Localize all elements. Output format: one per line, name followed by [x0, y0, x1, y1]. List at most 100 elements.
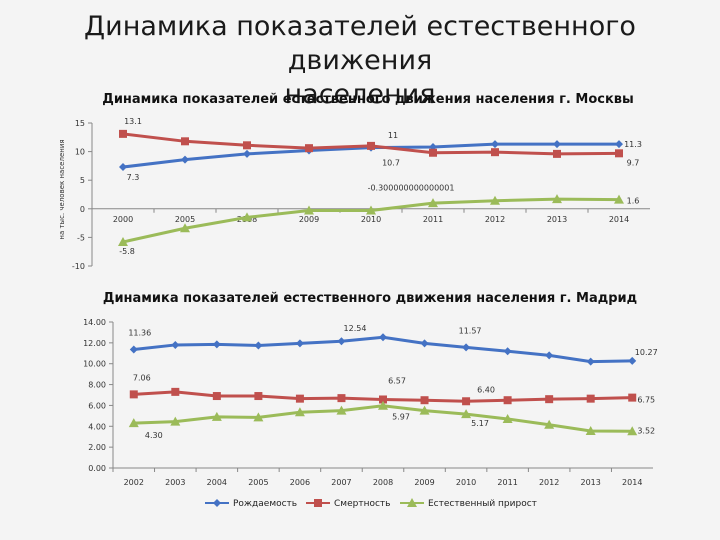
chart-2-y-tick-label: 6.00 [88, 401, 106, 410]
chart-2-series-births-point [420, 339, 429, 348]
chart-1-y-tick-label: 15 [75, 119, 85, 128]
chart-1-series-growth-point [118, 236, 128, 246]
chart-1-series-deaths-point [119, 129, 127, 138]
chart-2-series-deaths-point [379, 395, 387, 404]
chart-2-y-tick-label: 8.00 [88, 381, 106, 390]
chart-1-x-tick-label: 2013 [547, 215, 567, 224]
chart-2-x-tick-label: 2003 [165, 478, 185, 487]
chart-2-y-tick-label: 2.00 [88, 443, 106, 452]
chart-1-y-tick-label: 5 [80, 176, 85, 185]
chart-1-y-tick-label: 10 [75, 148, 85, 157]
legend-growth-marker [407, 498, 417, 507]
chart-1-series-births-point [243, 149, 251, 158]
chart-1-series-births-point [553, 140, 561, 149]
chart-2-x-tick-label: 2014 [622, 478, 642, 487]
chart-2-series-deaths-point [462, 397, 471, 406]
chart-2-series-growth-point [378, 400, 388, 410]
chart-2-x-tick-label: 2009 [414, 478, 434, 487]
chart-2-series-births-point [129, 345, 138, 354]
chart-2-series-births-point [379, 333, 387, 342]
chart-1-data-label: 1.6 [627, 197, 640, 206]
chart-2-series-growth-point [419, 405, 430, 415]
chart-1-series-growth-point [614, 194, 624, 204]
chart-1-x-tick-label: 2009 [299, 215, 319, 224]
chart-1-series-deaths-point [181, 137, 189, 146]
legend-births-label: Рождаемость [233, 499, 297, 509]
chart-2-data-label: 5.17 [471, 419, 489, 428]
chart-1-data-label: -5.8 [119, 247, 135, 256]
chart-2-series-deaths-point [171, 387, 180, 396]
chart-2-series-births-point [254, 341, 263, 350]
chart-2-x-tick-label: 2011 [497, 478, 517, 487]
chart-2-y-tick-label: 12.00 [83, 339, 106, 348]
chart-1-data-label: 10.7 [382, 159, 400, 168]
chart-2-series-births-point [212, 340, 221, 349]
chart-2-series-growth-point [294, 407, 305, 417]
chart-2-data-label: 12.54 [344, 324, 367, 333]
chart-2-series-growth-point [544, 419, 555, 429]
chart-1-series-births-point [615, 140, 623, 149]
chart-1-series-births-point [119, 163, 127, 172]
chart-1-x-tick-label: 2000 [113, 215, 133, 224]
chart-2-data-label: 7.06 [133, 373, 151, 382]
chart-1-data-label: 11.3 [624, 140, 642, 149]
chart-2-series-deaths-point [420, 396, 429, 405]
chart-1-series-growth-point [552, 194, 562, 204]
chart-2-y-tick-label: 0.00 [88, 464, 106, 473]
legend-growth-label: Естественный прирост [428, 499, 537, 509]
chart-1-series-deaths-point [615, 149, 623, 158]
slide-title-line-1: Динамика показателей естественного движе… [84, 11, 636, 76]
chart-2-series-births-point [628, 356, 637, 365]
chart-2-series-growth-point [502, 413, 513, 423]
chart-2-series-births-point [545, 351, 554, 360]
chart-2-x-tick-label: 2005 [248, 478, 268, 487]
chart-2-series-growth-point [627, 426, 638, 436]
chart-2-series-deaths-point [129, 390, 138, 399]
chart-2-series-growth-point [336, 405, 347, 415]
chart-2-data-label: 6.40 [477, 385, 495, 394]
chart-1-series-growth-point [242, 212, 252, 222]
chart-1-y-tick-label: -5 [77, 233, 85, 242]
chart-2-x-tick-label: 2007 [331, 478, 351, 487]
chart-1-series-deaths-point [305, 144, 313, 153]
chart-2-series-births-point [295, 339, 304, 348]
chart-1-x-tick-label: 2010 [361, 215, 381, 224]
chart-2-series-deaths-point [212, 392, 221, 401]
chart-2-series-growth-point [211, 411, 222, 421]
chart-1-data-label: 13.1 [124, 117, 142, 126]
chart-2-series-growth-point [585, 425, 596, 435]
chart-1-y-axis-label: на тыс. человек населения [58, 139, 66, 239]
chart-1-series-deaths-point [367, 141, 375, 150]
chart-1-x-tick-label: 2014 [609, 215, 629, 224]
chart-2-title: Динамика показателей естественного движе… [103, 291, 637, 306]
chart-2-series-births-point [503, 347, 512, 356]
chart-1-data-label: 7.3 [127, 173, 140, 182]
chart-2-series-growth-point [253, 412, 264, 422]
chart-2-series-deaths-point [295, 394, 304, 403]
chart-2-x-tick-label: 2006 [290, 478, 310, 487]
chart-1-series-growth-point [304, 205, 314, 215]
slide-title-line-2: населения [284, 79, 436, 110]
chart-1-series-growth-point [428, 198, 438, 208]
chart-1-series-deaths-point [553, 149, 561, 158]
chart-2-y-tick-label: 4.00 [88, 422, 106, 431]
chart-2-x-tick-label: 2002 [124, 478, 144, 487]
chart-2-series-growth-point [128, 418, 139, 428]
chart-2-series-deaths-point [545, 395, 554, 404]
chart-1-series-births-point [181, 155, 189, 164]
chart-1-x-tick-label: 2012 [485, 215, 505, 224]
chart-2-series-births-point [171, 340, 180, 349]
chart-2-x-tick-label: 2008 [373, 478, 393, 487]
legend-births-marker [213, 499, 221, 507]
chart-2-y-tick-label: 10.00 [83, 360, 106, 369]
chart-1-series-deaths-point [243, 141, 251, 150]
legend-deaths-label: Смертность [334, 499, 390, 509]
chart-1-x-tick-label: 2011 [423, 215, 443, 224]
chart-2-series-deaths-point [586, 394, 595, 403]
chart-2-data-label: 4.30 [145, 431, 163, 440]
chart-2-data-label: 10.27 [635, 348, 658, 357]
chart-1-y-tick-label: -10 [72, 262, 85, 271]
chart-1-series-deaths-point [491, 148, 499, 157]
chart-2-data-label: 5.97 [392, 413, 410, 422]
